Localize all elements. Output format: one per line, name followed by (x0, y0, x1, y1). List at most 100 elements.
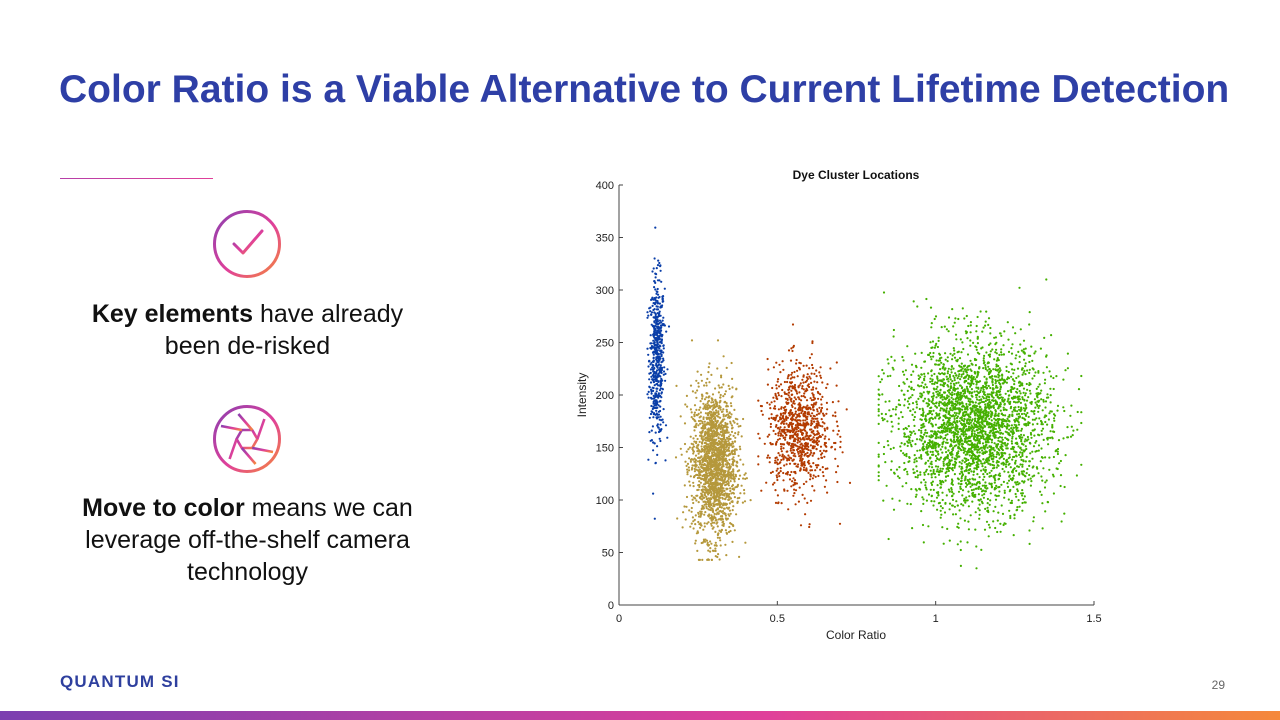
scatter-point (693, 418, 696, 421)
scatter-point (727, 431, 730, 434)
scatter-point (810, 465, 813, 468)
scatter-point (999, 522, 1002, 525)
scatter-point (780, 417, 783, 420)
scatter-point (825, 445, 828, 448)
scatter-point (703, 384, 706, 387)
scatter-point (706, 522, 709, 525)
scatter-point (694, 461, 697, 464)
scatter-point (652, 386, 655, 390)
scatter-point (834, 415, 837, 418)
scatter-point (921, 523, 925, 527)
scatter-point (930, 374, 933, 377)
scatter-point (717, 436, 720, 439)
scatter-point (812, 393, 815, 397)
scatter-point (816, 390, 819, 394)
scatter-point (981, 494, 984, 497)
scatter-point (992, 455, 995, 458)
scatter-point (811, 485, 814, 488)
scatter-point (914, 488, 917, 491)
scatter-point (716, 511, 719, 514)
scatter-point (819, 393, 822, 396)
scatter-point (694, 391, 697, 394)
scatter-point (975, 348, 978, 351)
scatter-point (790, 400, 793, 403)
scatter-point (816, 424, 819, 427)
scatter-point (1033, 398, 1036, 401)
scatter-point (786, 380, 789, 384)
scatter-point (664, 424, 668, 427)
title-underline (60, 178, 213, 179)
scatter-point (948, 490, 951, 493)
scatter-point (971, 442, 974, 445)
scatter-point (947, 488, 950, 491)
scatter-point (726, 426, 729, 429)
scatter-point (659, 439, 662, 443)
scatter-point (692, 449, 695, 452)
scatter-point (655, 339, 659, 342)
scatter-point (716, 525, 719, 528)
scatter-point (912, 370, 915, 373)
scatter-point (653, 311, 656, 314)
scatter-point (706, 452, 709, 455)
scatter-point (801, 464, 804, 467)
scatter-point (779, 383, 783, 386)
scatter-point (934, 423, 937, 426)
scatter-point (806, 423, 810, 426)
scatter-point (812, 436, 815, 439)
scatter-point (942, 542, 945, 545)
scatter-point (766, 357, 769, 361)
scatter-point (660, 321, 663, 324)
scatter-point (1005, 447, 1008, 450)
scatter-point (791, 480, 794, 483)
scatter-point (1020, 492, 1023, 495)
scatter-point (661, 297, 664, 300)
scatter-point (725, 402, 728, 405)
scatter-point (688, 457, 691, 460)
scatter-point (996, 519, 999, 522)
scatter-point (938, 363, 941, 366)
scatter-point (1011, 479, 1014, 482)
scatter-point (786, 489, 789, 492)
scatter-point (949, 378, 952, 381)
scatter-point (696, 414, 699, 417)
scatter-point (988, 503, 991, 506)
scatter-point (890, 430, 893, 433)
scatter-point (679, 447, 682, 450)
scatter-point (714, 467, 717, 470)
scatter-point (1008, 509, 1011, 512)
scatter-point (788, 437, 792, 440)
scatter-point (788, 458, 791, 462)
scatter-point (698, 485, 701, 489)
scatter-point (958, 373, 961, 376)
scatter-point (724, 459, 727, 462)
scatter-point (791, 435, 794, 439)
scatter-point (681, 526, 684, 529)
scatter-point (1038, 383, 1041, 386)
scatter-point (1069, 435, 1073, 438)
scatter-point (954, 513, 957, 516)
scatter-point (958, 465, 961, 468)
scatter-point (793, 452, 796, 455)
scatter-point (771, 386, 774, 390)
scatter-point (993, 336, 996, 339)
scatter-point (699, 434, 702, 437)
scatter-point (664, 459, 667, 462)
scatter-point (1080, 421, 1083, 425)
scatter-point (766, 456, 769, 459)
scatter-point (705, 490, 708, 493)
scatter-point (731, 460, 735, 463)
scatter-point (777, 394, 780, 397)
scatter-point (733, 408, 736, 411)
scatter-point (921, 381, 924, 384)
scatter-point (776, 467, 779, 470)
scatter-point (703, 496, 706, 499)
scatter-point (909, 503, 912, 506)
scatter-point (647, 396, 650, 399)
scatter-point (950, 396, 953, 399)
scatter-point (820, 409, 823, 412)
scatter-point (692, 485, 695, 488)
scatter-point (988, 526, 991, 529)
scatter-point (742, 417, 745, 421)
scatter-point (782, 479, 785, 482)
scatter-point (715, 424, 718, 427)
